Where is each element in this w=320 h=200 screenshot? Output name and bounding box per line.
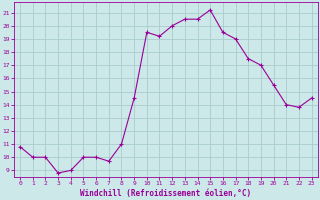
X-axis label: Windchill (Refroidissement éolien,°C): Windchill (Refroidissement éolien,°C) [80, 189, 252, 198]
